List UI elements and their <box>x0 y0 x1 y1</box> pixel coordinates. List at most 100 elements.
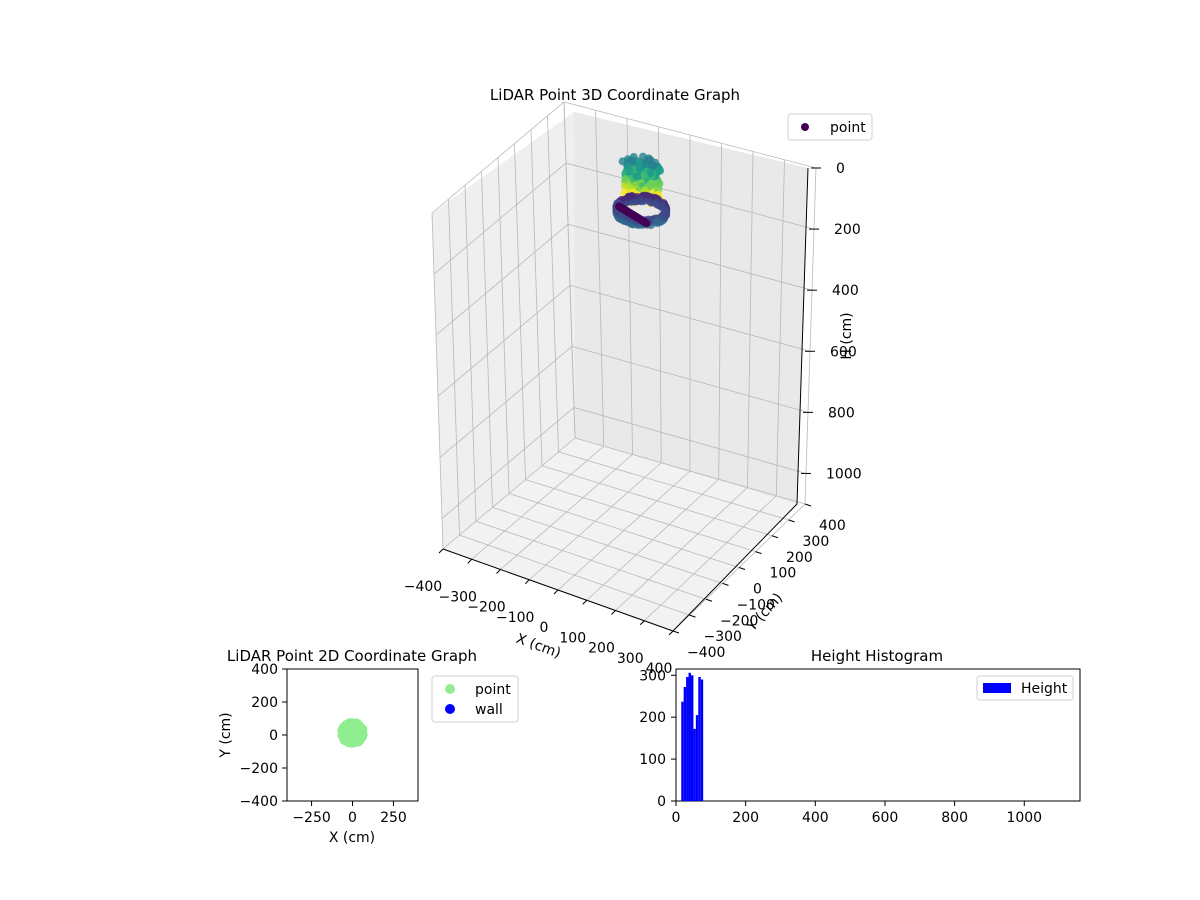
histogram-bars <box>681 672 704 801</box>
ticks-2d: −250 0 250 400 200 0 −200 −400 <box>240 662 407 826</box>
x-tick-mark-3d <box>611 610 616 615</box>
x-tick-label-3d: −100 <box>496 610 534 626</box>
pane-back <box>574 112 808 504</box>
grid-line-floor-y <box>558 451 789 521</box>
y-tick-label-3d: 100 <box>770 566 797 582</box>
x-tick-mark-3d <box>438 548 444 554</box>
z-tick-label-3d: 0 <box>836 161 845 177</box>
legend-3d-marker <box>801 123 809 131</box>
y-tick-label-3d: −400 <box>687 645 725 661</box>
grid-line-floor-x <box>586 478 720 601</box>
x-tick-label-3d: −400 <box>404 579 442 595</box>
grid-line-z-level <box>431 101 817 214</box>
grid-line-back-vertical <box>595 110 605 447</box>
point-marker-3d <box>624 167 633 176</box>
y-tick-label-3d: 400 <box>819 518 846 534</box>
point-marker-3d <box>635 158 644 167</box>
legend-2d-marker-point <box>445 684 455 694</box>
scatter3d-chart: LiDAR Point 3D Coordinate Graph −400−300… <box>404 86 873 677</box>
histogram-bar <box>688 672 691 801</box>
point-marker-2d <box>346 730 355 739</box>
grid-line-back-vertical <box>747 151 754 488</box>
grid-line-floor-y <box>508 493 740 568</box>
point-marker-2d <box>348 737 357 746</box>
point-cluster-2d <box>337 718 368 748</box>
x-tick-label-3d: 100 <box>559 630 586 646</box>
y-tick-mark-3d <box>689 614 696 618</box>
z-tick-label-3d: 1000 <box>826 466 862 482</box>
x-tick-mark-3d <box>553 589 559 595</box>
histogram-bar <box>700 679 704 801</box>
y-tick-label-2d: −200 <box>240 761 278 777</box>
histogram-bar <box>690 675 694 801</box>
x-tick-label-3d: 400 <box>646 661 673 677</box>
x-tick-mark-3d <box>668 630 674 636</box>
point-marker-3d <box>632 172 641 181</box>
x-tick-label-hist: 800 <box>941 810 968 826</box>
point-marker-3d <box>642 219 651 228</box>
x-tick-label-hist: 0 <box>672 810 681 826</box>
x-axis-label-3d: X (cm) <box>514 631 563 662</box>
legend-histogram-swatch <box>983 683 1011 693</box>
x-tick-label-hist: 400 <box>802 810 829 826</box>
grid-line-left-vertical <box>530 129 543 466</box>
histogram-bar <box>698 676 701 801</box>
grid-line-floor-x <box>615 487 748 611</box>
legend-2d-label-point: point <box>475 682 511 698</box>
y-tick-mark-3d <box>672 630 680 634</box>
x-tick-label-hist: 600 <box>872 810 899 826</box>
histogram-title: Height Histogram <box>811 647 943 665</box>
grid-line-back-vertical <box>563 101 576 439</box>
grid-line-z-level <box>435 223 813 336</box>
y-tick-mark-3d <box>722 582 729 586</box>
point-cluster-3d <box>612 152 671 230</box>
point-marker-3d <box>655 165 664 174</box>
point-marker-3d <box>648 180 657 189</box>
grid-line-left-vertical <box>497 157 510 494</box>
ticks-3d: −400−300−200−1000100200300400−400−300−20… <box>404 161 862 677</box>
y-tick-mark-3d <box>738 567 746 570</box>
y-tick-label-2d: −400 <box>240 794 278 810</box>
grid-line-left-vertical <box>431 212 444 550</box>
grid-line-left-vertical <box>514 143 526 480</box>
x-tick-mark-3d <box>496 569 501 574</box>
x-tick-label-hist: 200 <box>732 810 759 826</box>
y-tick-label-3d: −100 <box>737 597 775 613</box>
z-axis-label-3d: H (cm) <box>839 312 855 359</box>
x-tick-label-2d: 0 <box>348 810 357 826</box>
histogram-bar <box>681 701 684 801</box>
grid-line-left-vertical <box>481 171 493 508</box>
histogram-bar <box>683 687 687 801</box>
x-axis-label-2d: X (cm) <box>329 830 375 846</box>
point-marker-3d <box>636 165 645 174</box>
grid-line-z-level <box>441 407 807 519</box>
point-marker-3d <box>646 168 655 177</box>
z-tick-label-3d: 400 <box>832 283 859 299</box>
grid-line-floor-y <box>541 465 773 537</box>
y-tick-label-hist: 0 <box>657 794 666 810</box>
grid-line-floor-y <box>525 479 756 553</box>
x-tick-label-3d: −300 <box>439 589 477 605</box>
scatter2d-chart: LiDAR Point 2D Coordinate Graph −250 0 250… <box>218 647 519 846</box>
legend-2d: point wall <box>431 675 519 723</box>
y-tick-label-2d: 0 <box>269 728 278 744</box>
point-marker-3d <box>640 171 649 180</box>
x-tick-label-3d: 300 <box>617 651 644 667</box>
y-axis-line <box>672 503 798 632</box>
grid-line-z-level <box>439 345 809 458</box>
legend-3d-label: point <box>830 120 866 136</box>
y-tick-label-2d: 200 <box>251 695 278 711</box>
y-axis-label-2d: Y (cm) <box>218 712 234 758</box>
z-axis-line <box>796 167 809 505</box>
y-tick-mark-3d <box>771 535 779 539</box>
grid-line-back-vertical <box>775 159 785 496</box>
x-tick-label-3d: −200 <box>467 600 505 616</box>
histogram-bar <box>695 715 699 801</box>
point-marker-2d <box>343 719 352 728</box>
x-tick-mark-3d <box>582 599 588 605</box>
x-tick-label-2d: 250 <box>380 810 407 826</box>
scatter2d-title: LiDAR Point 2D Coordinate Graph <box>227 647 477 665</box>
x-tick-label-2d: −250 <box>292 810 330 826</box>
grid-lines-3d <box>431 101 817 632</box>
